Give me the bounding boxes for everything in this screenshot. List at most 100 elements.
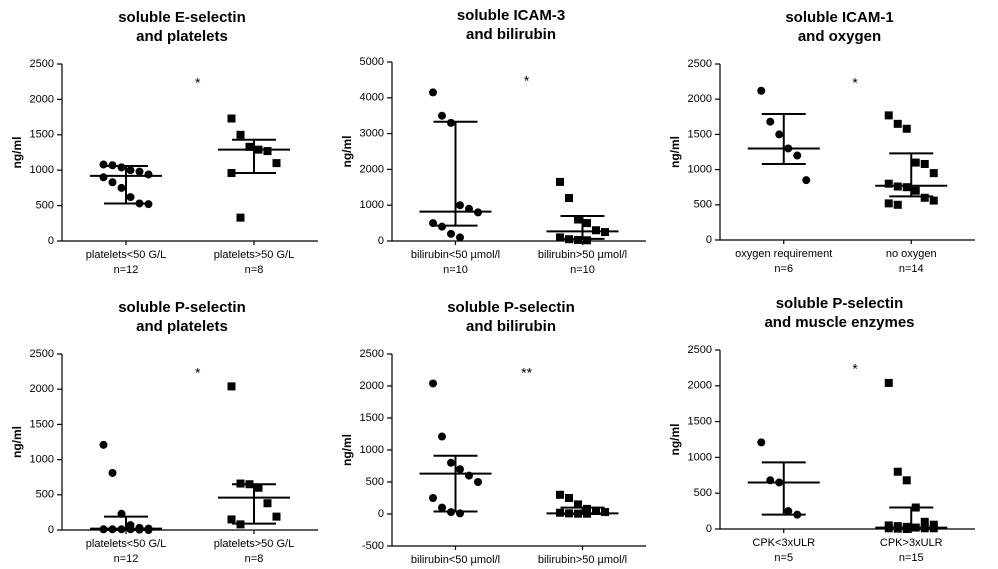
y-tick-label: 1000 [688, 451, 712, 463]
chart-title: and oxygen [798, 28, 881, 45]
category-label: bilirubin<50 µmol/l [411, 249, 500, 261]
data-point [144, 170, 153, 179]
category-label: platelets>50 G/L [214, 249, 294, 261]
data-point [135, 525, 144, 534]
data-point [911, 186, 920, 195]
data-point [254, 483, 263, 492]
data-point [144, 526, 153, 534]
data-point [775, 478, 784, 487]
data-point [911, 523, 920, 532]
y-tick-label: 500 [694, 487, 712, 499]
data-point [793, 151, 802, 160]
y-axis-label: ng/ml [10, 426, 24, 458]
chart-title: soluble P-selectin [118, 299, 246, 316]
y-tick-label: 2000 [360, 380, 384, 392]
data-point [775, 130, 784, 139]
data-point [245, 142, 254, 151]
data-point [766, 117, 775, 126]
data-point [757, 86, 766, 95]
y-tick-label: 2000 [360, 163, 384, 175]
data-point [592, 226, 600, 235]
category-label: platelets<50 G/L [86, 538, 166, 550]
y-tick-label: 4000 [360, 92, 384, 104]
category-n: n=10 [443, 264, 468, 276]
category-n: n=15 [899, 552, 924, 564]
data-point [902, 124, 911, 133]
data-point [565, 235, 573, 244]
data-point [601, 508, 609, 517]
category-label: platelets>50 G/L [214, 538, 294, 550]
category-label: bilirubin>50 µmol/l [538, 249, 627, 261]
data-point [893, 182, 902, 191]
data-point [465, 471, 473, 480]
data-point [117, 163, 126, 172]
y-tick-label: 2000 [688, 380, 712, 392]
chart-title: soluble ICAM-3 [457, 7, 565, 24]
chart-title: soluble ICAM-1 [785, 9, 893, 26]
data-point [236, 520, 245, 529]
data-point [126, 193, 135, 202]
data-point [447, 508, 455, 517]
data-point [447, 229, 455, 238]
y-tick-label: 1000 [360, 199, 384, 211]
y-tick-label: 3000 [360, 128, 384, 140]
data-point [108, 161, 117, 170]
data-point [556, 508, 564, 517]
data-point [144, 200, 153, 209]
data-point [902, 525, 911, 533]
y-axis-label: ng/ml [668, 136, 682, 168]
data-point [99, 173, 108, 182]
data-point [884, 378, 893, 387]
data-point [929, 196, 938, 205]
category-label: platelets<50 G/L [86, 249, 166, 261]
y-tick-label: 0 [48, 235, 54, 247]
y-tick-label: 0 [48, 524, 54, 536]
y-tick-label: 0 [706, 523, 712, 535]
data-point [583, 219, 591, 228]
y-tick-label: 2000 [30, 93, 54, 105]
data-point [135, 199, 144, 208]
data-point [911, 158, 920, 167]
y-tick-label: 0 [378, 235, 384, 247]
chart-title: soluble P-selectin [776, 295, 904, 312]
category-n: n=8 [245, 264, 264, 276]
data-point [108, 525, 117, 534]
data-point [456, 465, 464, 474]
category-label: bilirubin<50 µmol/l [411, 554, 500, 566]
data-point [757, 438, 766, 447]
y-tick-label: 1000 [30, 164, 54, 176]
data-point [227, 382, 236, 391]
y-tick-label: 500 [366, 476, 384, 488]
data-point [117, 509, 126, 518]
data-point [126, 166, 135, 175]
category-label: CPK<3xULR [752, 537, 815, 549]
data-point [920, 524, 929, 533]
category-label: bilirubin>50 µmol/l [538, 554, 627, 566]
data-point [227, 169, 236, 178]
data-point [920, 159, 929, 168]
category-n: n=12 [114, 264, 139, 276]
category-n: n=5 [774, 552, 793, 564]
data-point [438, 432, 446, 441]
data-point [456, 201, 464, 210]
y-tick-label: 500 [694, 199, 712, 211]
y-axis-label: ng/ml [10, 137, 24, 169]
data-point [766, 476, 775, 485]
chart-title: and bilirubin [466, 26, 556, 43]
data-point [920, 193, 929, 202]
data-point [893, 524, 902, 533]
data-point [884, 179, 893, 188]
data-point [893, 200, 902, 209]
data-point [456, 233, 464, 242]
y-tick-label: 1000 [360, 444, 384, 456]
data-point [574, 509, 582, 518]
data-point [929, 524, 938, 533]
data-point [429, 494, 437, 502]
y-tick-label: 0 [706, 234, 712, 246]
data-point [784, 507, 793, 516]
data-point [429, 379, 437, 388]
y-tick-label: 0 [378, 508, 384, 520]
y-tick-label: 1500 [30, 418, 54, 430]
y-tick-label: 1500 [360, 412, 384, 424]
